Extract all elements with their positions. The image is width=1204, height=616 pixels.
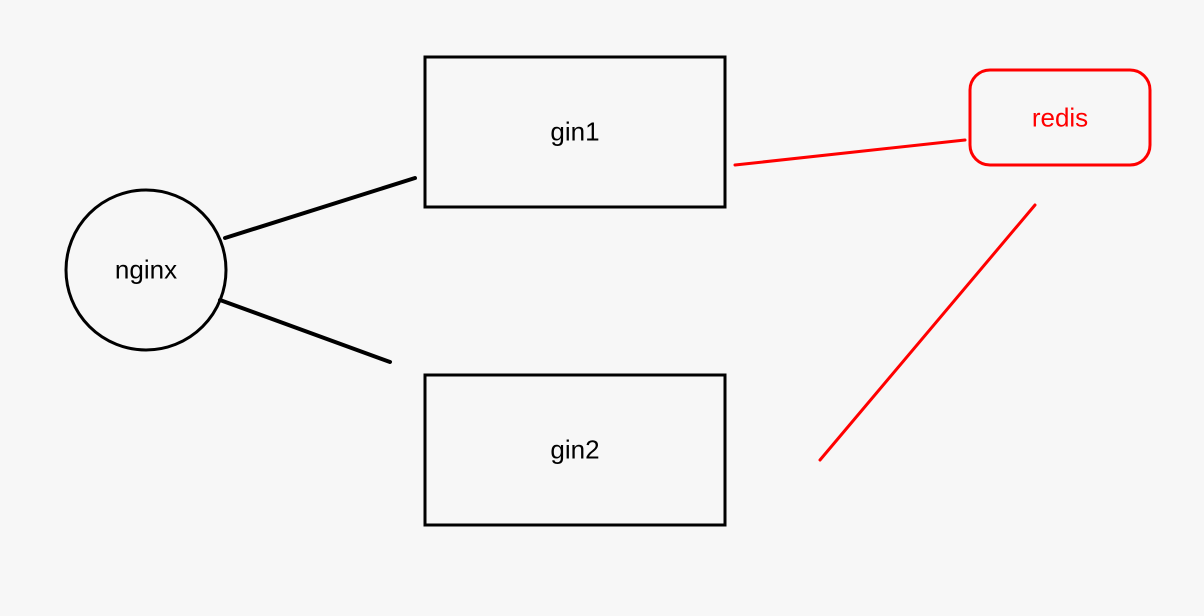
edge-gin2-redis xyxy=(820,205,1035,460)
edge-nginx-gin2 xyxy=(220,300,390,362)
node-label-gin1: gin1 xyxy=(550,117,599,148)
diagram-canvas xyxy=(0,0,1204,616)
edge-gin1-redis xyxy=(735,140,965,165)
node-label-nginx: nginx xyxy=(115,255,177,286)
edge-nginx-gin1 xyxy=(225,178,415,238)
node-label-gin2: gin2 xyxy=(550,435,599,466)
node-label-redis: redis xyxy=(1032,102,1088,133)
